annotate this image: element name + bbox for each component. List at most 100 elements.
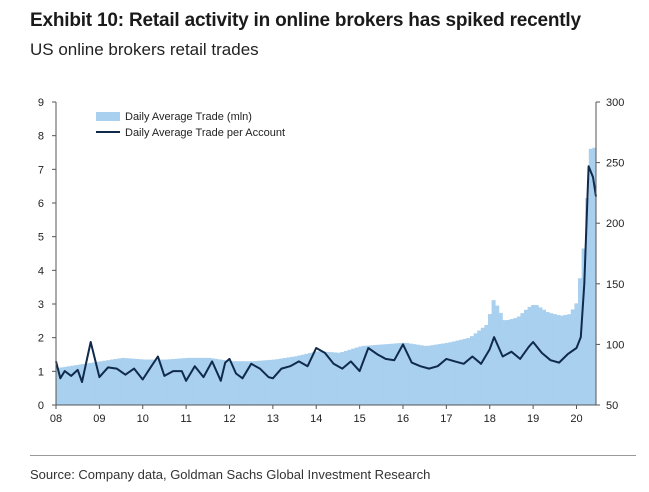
bar bbox=[297, 355, 302, 405]
x-tick-label: 11 bbox=[180, 413, 191, 425]
x-tick-label: 20 bbox=[570, 413, 582, 425]
bar bbox=[588, 148, 593, 406]
bar bbox=[351, 348, 356, 405]
bar bbox=[419, 345, 424, 405]
bar bbox=[99, 361, 104, 405]
bar bbox=[293, 356, 298, 405]
bar bbox=[214, 358, 219, 405]
bar bbox=[372, 345, 377, 405]
x-tick-label: 19 bbox=[527, 413, 539, 425]
bar bbox=[286, 357, 291, 405]
bar bbox=[430, 345, 435, 405]
bar bbox=[365, 345, 370, 405]
y-right-tick-label: 50 bbox=[606, 400, 618, 412]
bar bbox=[300, 354, 305, 405]
bar bbox=[308, 353, 312, 405]
bar bbox=[232, 361, 237, 405]
bar bbox=[56, 367, 60, 405]
bar bbox=[347, 349, 352, 405]
bar bbox=[448, 342, 453, 405]
x-tick-label: 09 bbox=[93, 413, 105, 425]
y-left-tick-label: 3 bbox=[38, 299, 44, 311]
bar bbox=[398, 343, 402, 405]
bar-series-daily-average-trade bbox=[56, 147, 597, 406]
bar bbox=[92, 362, 96, 405]
bar bbox=[63, 366, 68, 405]
chart-title: Exhibit 10: Retail activity in online br… bbox=[30, 10, 581, 31]
bar bbox=[340, 352, 345, 405]
x-tick-label: 10 bbox=[137, 413, 149, 425]
bar bbox=[459, 339, 464, 405]
bar bbox=[354, 347, 359, 405]
bar bbox=[178, 358, 183, 405]
bar bbox=[344, 350, 348, 405]
bar bbox=[207, 357, 212, 405]
bar bbox=[185, 357, 190, 405]
bar bbox=[423, 345, 428, 405]
bar bbox=[563, 314, 568, 405]
divider-top bbox=[30, 455, 636, 456]
bar bbox=[275, 359, 280, 405]
bar bbox=[81, 364, 86, 405]
bar bbox=[574, 303, 579, 405]
bar bbox=[110, 359, 114, 405]
bar bbox=[160, 359, 165, 405]
y-left-tick-label: 7 bbox=[38, 164, 44, 176]
y-left-tick-label: 5 bbox=[38, 232, 44, 244]
bar bbox=[326, 351, 330, 405]
bar bbox=[585, 198, 590, 405]
bar bbox=[455, 340, 460, 405]
bar bbox=[182, 358, 186, 405]
bar bbox=[268, 359, 273, 405]
bar bbox=[531, 304, 536, 405]
y-right-tick-label: 300 bbox=[606, 97, 624, 109]
x-tick-label: 17 bbox=[440, 413, 452, 425]
x-tick-label: 12 bbox=[223, 413, 235, 425]
x-tick-label: 15 bbox=[353, 413, 365, 425]
bar bbox=[394, 343, 399, 405]
bar bbox=[257, 360, 262, 405]
bar bbox=[164, 359, 168, 405]
bar bbox=[149, 359, 154, 405]
bar bbox=[131, 358, 136, 405]
bar bbox=[466, 338, 471, 405]
bar bbox=[488, 314, 492, 405]
bar bbox=[138, 359, 143, 405]
bar bbox=[225, 360, 230, 405]
bar bbox=[102, 360, 107, 405]
bar bbox=[120, 357, 125, 405]
bar bbox=[59, 367, 64, 405]
bar bbox=[567, 314, 572, 405]
bar bbox=[279, 358, 284, 405]
bar bbox=[542, 309, 546, 405]
bar bbox=[290, 356, 294, 405]
bar bbox=[444, 342, 449, 405]
bar bbox=[66, 366, 71, 405]
bar bbox=[84, 363, 89, 405]
y-left-tick-label: 4 bbox=[38, 265, 44, 277]
bar bbox=[146, 359, 150, 405]
legend-swatch-bar bbox=[96, 112, 120, 121]
bar bbox=[117, 358, 122, 405]
bar bbox=[441, 343, 446, 405]
bar bbox=[412, 344, 417, 405]
x-tick-label: 14 bbox=[310, 413, 322, 425]
bar bbox=[106, 360, 111, 405]
bar bbox=[369, 345, 374, 405]
source-note: Source: Company data, Goldman Sachs Glob… bbox=[30, 467, 431, 482]
y-right-tick-label: 200 bbox=[606, 218, 624, 230]
bar bbox=[261, 360, 266, 405]
bar bbox=[203, 357, 208, 405]
bar bbox=[272, 359, 276, 405]
bar bbox=[304, 353, 309, 405]
bar bbox=[408, 343, 413, 405]
bar bbox=[592, 147, 597, 405]
bar bbox=[174, 358, 179, 405]
bar bbox=[509, 319, 514, 405]
bar bbox=[88, 362, 93, 405]
y-right-tick-label: 250 bbox=[606, 158, 624, 170]
bar bbox=[401, 342, 406, 405]
bar bbox=[405, 343, 410, 405]
